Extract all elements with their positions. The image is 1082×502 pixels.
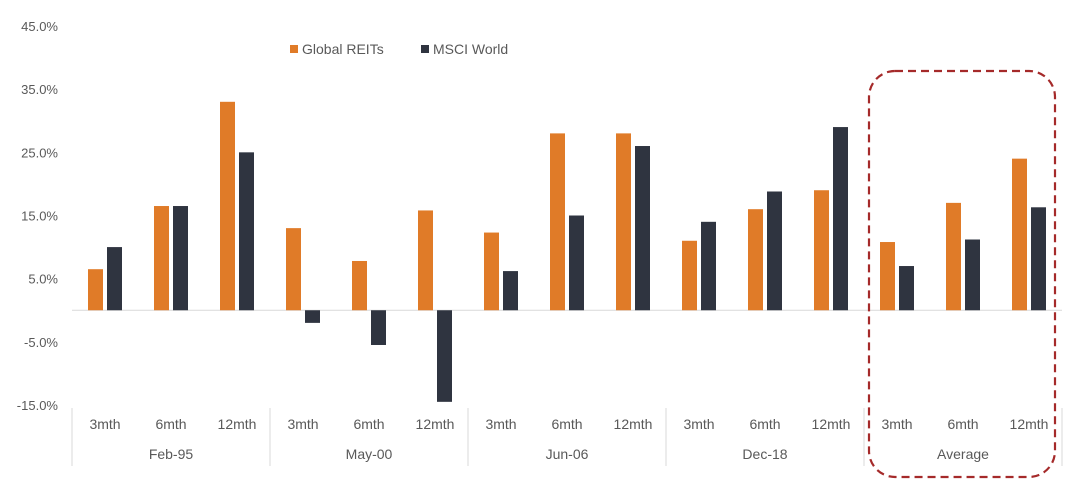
- x-group-label: Jun-06: [546, 446, 589, 462]
- bar-global-reits: [352, 260, 367, 311]
- bar-global-reits: [484, 232, 499, 311]
- bar-msci-world: [173, 206, 188, 311]
- bar-global-reits: [286, 228, 301, 311]
- y-tick-label: 15.0%: [21, 209, 58, 224]
- bar-global-reits: [880, 242, 895, 311]
- legend-label-msci-world: MSCI World: [433, 41, 508, 57]
- bars: [88, 101, 1046, 402]
- y-tick-label: -5.0%: [24, 335, 58, 350]
- y-tick-label: 5.0%: [28, 272, 58, 287]
- x-period-label: 12mth: [416, 416, 455, 432]
- average-highlight-box: [867, 69, 1057, 479]
- bar-global-reits: [550, 133, 565, 311]
- bar-msci-world: [899, 266, 914, 311]
- bar-global-reits: [154, 206, 169, 311]
- x-period-label: 3mth: [881, 416, 912, 432]
- x-period-label: 6mth: [551, 416, 582, 432]
- x-period-label: 6mth: [749, 416, 780, 432]
- legend-swatch-msci-world: [421, 45, 429, 53]
- x-period-label: 6mth: [155, 416, 186, 432]
- bar-msci-world: [1031, 207, 1046, 311]
- legend-swatch-global-reits: [290, 45, 298, 53]
- x-period-label: 3mth: [287, 416, 318, 432]
- bar-global-reits: [616, 133, 631, 311]
- x-period-label: 6mth: [353, 416, 384, 432]
- bar-msci-world: [701, 221, 716, 311]
- y-axis: 45.0% 35.0% 25.0% 15.0% 5.0% -5.0% -15.0%: [17, 19, 59, 413]
- bar-global-reits: [418, 210, 433, 311]
- bar-msci-world: [239, 152, 254, 311]
- bar-msci-world: [503, 271, 518, 311]
- x-group-label: Feb-95: [149, 446, 194, 462]
- y-tick-label: 35.0%: [21, 82, 58, 97]
- bar-msci-world: [437, 310, 452, 402]
- y-tick-label: -15.0%: [17, 398, 59, 413]
- x-period-label: 12mth: [1010, 416, 1049, 432]
- bar-global-reits: [814, 190, 829, 311]
- bar-global-reits: [946, 202, 961, 311]
- x-group-label: Average: [937, 446, 989, 462]
- legend-label-global-reits: Global REITs: [302, 41, 384, 57]
- bar-global-reits: [1012, 158, 1027, 311]
- bar-global-reits: [88, 269, 103, 311]
- y-tick-label: 45.0%: [21, 19, 58, 34]
- bar-msci-world: [305, 310, 320, 323]
- bar-msci-world: [833, 127, 848, 311]
- x-period-label: 6mth: [947, 416, 978, 432]
- bar-global-reits: [220, 101, 235, 311]
- legend: Global REITs MSCI World: [290, 41, 508, 57]
- bar-msci-world: [569, 215, 584, 311]
- x-axis: 3mth 6mth 12mth 3mth 6mth 12mth 3mth 6mth 12mth 3…: [71, 408, 1063, 466]
- bar-msci-world: [635, 146, 650, 311]
- bar-msci-world: [107, 247, 122, 311]
- bar-global-reits: [682, 240, 697, 311]
- y-tick-label: 25.0%: [21, 145, 58, 160]
- x-period-label: 3mth: [683, 416, 714, 432]
- bar-msci-world: [965, 239, 980, 311]
- bar-msci-world: [371, 310, 386, 345]
- x-period-label: 12mth: [218, 416, 257, 432]
- x-period-label: 12mth: [614, 416, 653, 432]
- bar-msci-world: [767, 191, 782, 311]
- x-period-label: 3mth: [485, 416, 516, 432]
- x-period-label: 12mth: [812, 416, 851, 432]
- x-group-label: May-00: [346, 446, 393, 462]
- x-group-label: Dec-18: [742, 446, 787, 462]
- bar-global-reits: [748, 209, 763, 311]
- x-period-label: 3mth: [89, 416, 120, 432]
